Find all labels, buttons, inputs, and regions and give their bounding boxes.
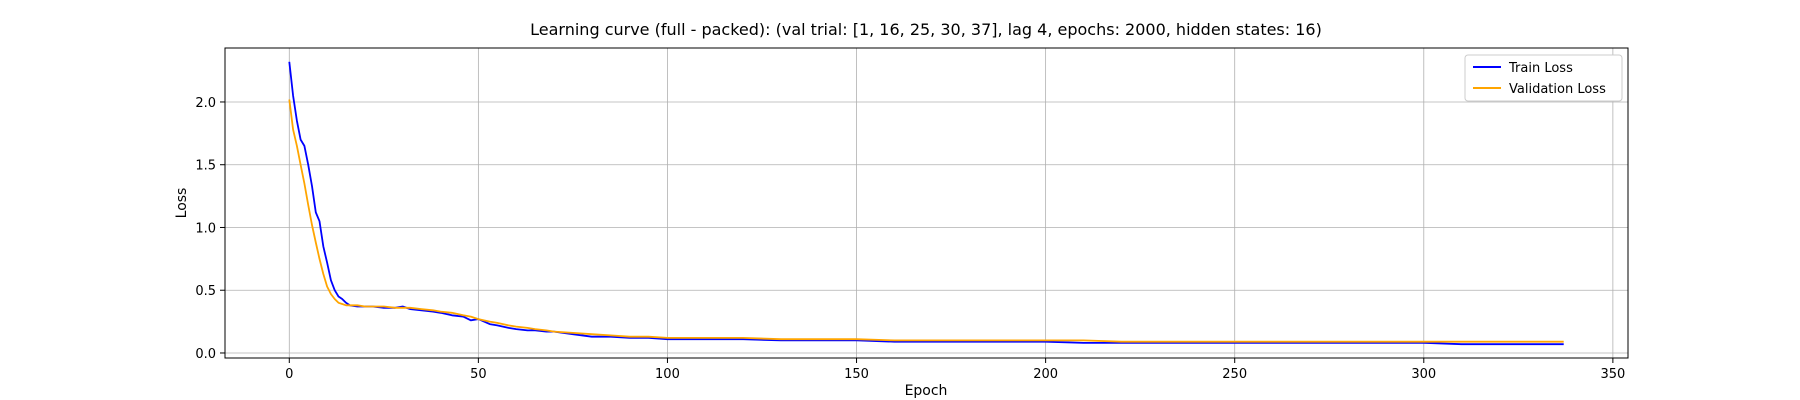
x-axis-ticks: 0 50 100 150 200 250 300 350 bbox=[285, 358, 1625, 382]
x-tick-label: 250 bbox=[1222, 367, 1247, 382]
x-tick-label: 350 bbox=[1600, 367, 1625, 382]
legend-label-train-loss: Train Loss bbox=[1508, 61, 1573, 76]
y-tick-label: 2.0 bbox=[195, 96, 216, 111]
x-tick-label: 150 bbox=[844, 367, 869, 382]
y-tick-label: 0.0 bbox=[195, 347, 216, 362]
x-tick-label: 100 bbox=[655, 367, 680, 382]
legend-label-validation-loss: Validation Loss bbox=[1509, 82, 1606, 97]
y-axis-label: Loss bbox=[174, 188, 190, 219]
y-tick-label: 1.0 bbox=[195, 221, 216, 236]
series-line-train-loss bbox=[288, 61, 1564, 346]
y-tick-label: 1.5 bbox=[195, 159, 216, 174]
x-tick-label: 300 bbox=[1411, 367, 1436, 382]
y-axis-ticks: 0.0 0.5 1.0 1.5 2.0 bbox=[195, 96, 225, 362]
plot-frame bbox=[224, 47, 1629, 359]
legend-frame bbox=[1464, 54, 1623, 102]
x-tick-label: 200 bbox=[1033, 367, 1058, 382]
grid bbox=[225, 48, 1628, 358]
x-tick-label: 0 bbox=[285, 367, 293, 382]
x-tick-label: 50 bbox=[470, 367, 487, 382]
legend: Train Loss Validation Loss bbox=[1464, 54, 1623, 102]
y-tick-label: 0.5 bbox=[195, 284, 216, 299]
chart-title: Learning curve (full - packed): (val tri… bbox=[530, 20, 1322, 39]
series-lines bbox=[288, 61, 1564, 346]
x-axis-label: Epoch bbox=[905, 383, 948, 399]
series-line-validation-loss bbox=[288, 99, 1564, 343]
